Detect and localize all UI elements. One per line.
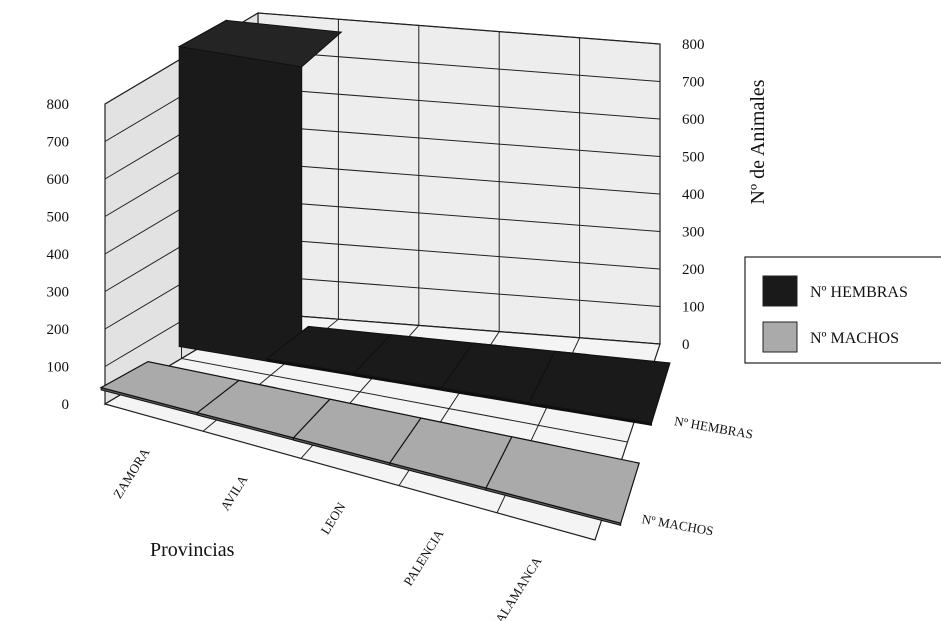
y-tick-label: 500	[47, 210, 70, 226]
y-tick-label: 200	[47, 322, 70, 338]
x-tick-label: SALAMANCA	[488, 554, 545, 621]
y-tick-label: 0	[62, 397, 70, 413]
y-tick-labels-right: 0 100 200 300 400 500 600 700 800	[682, 37, 705, 353]
bar	[177, 19, 343, 368]
gridline	[104, 12, 661, 105]
bar-top	[485, 436, 640, 524]
x-axis-title: Provincias	[150, 539, 235, 561]
y-tick-label: 600	[47, 172, 70, 188]
y-tick-label: 0	[682, 337, 690, 353]
legend-swatch-hembras	[762, 275, 798, 307]
bar	[528, 350, 671, 426]
y-tick-labels-left: 0 100 200 300 400 500 600 700 800	[47, 97, 70, 413]
series-depth-label: Nº MACHOS	[641, 511, 715, 538]
bars	[99, 19, 671, 527]
series-depth-label: Nº HEMBRAS	[673, 413, 754, 442]
bar-top	[528, 350, 671, 424]
y-tick-label: 700	[47, 135, 70, 151]
y-tick-label: 400	[47, 247, 70, 263]
legend-label-machos: Nº MACHOS	[810, 330, 899, 347]
y-tick-label: 300	[47, 285, 70, 301]
y-tick-label: 300	[682, 225, 705, 241]
y-tick-label: 100	[47, 360, 70, 376]
legend-label-hembras: Nº HEMBRAS	[810, 284, 908, 301]
bar-top	[177, 19, 343, 68]
y-tick-label: 800	[682, 37, 705, 53]
x-tick-label: LEON	[317, 499, 348, 537]
y-tick-label: 600	[682, 112, 705, 128]
y-tick-label: 700	[682, 75, 705, 91]
y-tick-label: 800	[47, 97, 70, 113]
legend-swatch-machos	[762, 321, 798, 353]
y-tick-label: 200	[682, 262, 705, 278]
y-tick-label: 500	[682, 150, 705, 166]
y-tick-label: 100	[682, 300, 705, 316]
legend: Nº HEMBRAS Nº MACHOS	[744, 256, 941, 364]
x-tick-label: AVILA	[217, 472, 251, 513]
x-tick-label: ZAMORA	[110, 445, 153, 501]
series-depth-labels: Nº HEMBRAS Nº MACHOS	[641, 413, 754, 538]
bar	[485, 436, 640, 527]
x-tick-label: PALENCIA	[400, 526, 446, 588]
y-axis-title: Nº de Animales	[747, 79, 769, 204]
bar-front	[178, 45, 303, 368]
y-tick-label: 400	[682, 187, 705, 203]
